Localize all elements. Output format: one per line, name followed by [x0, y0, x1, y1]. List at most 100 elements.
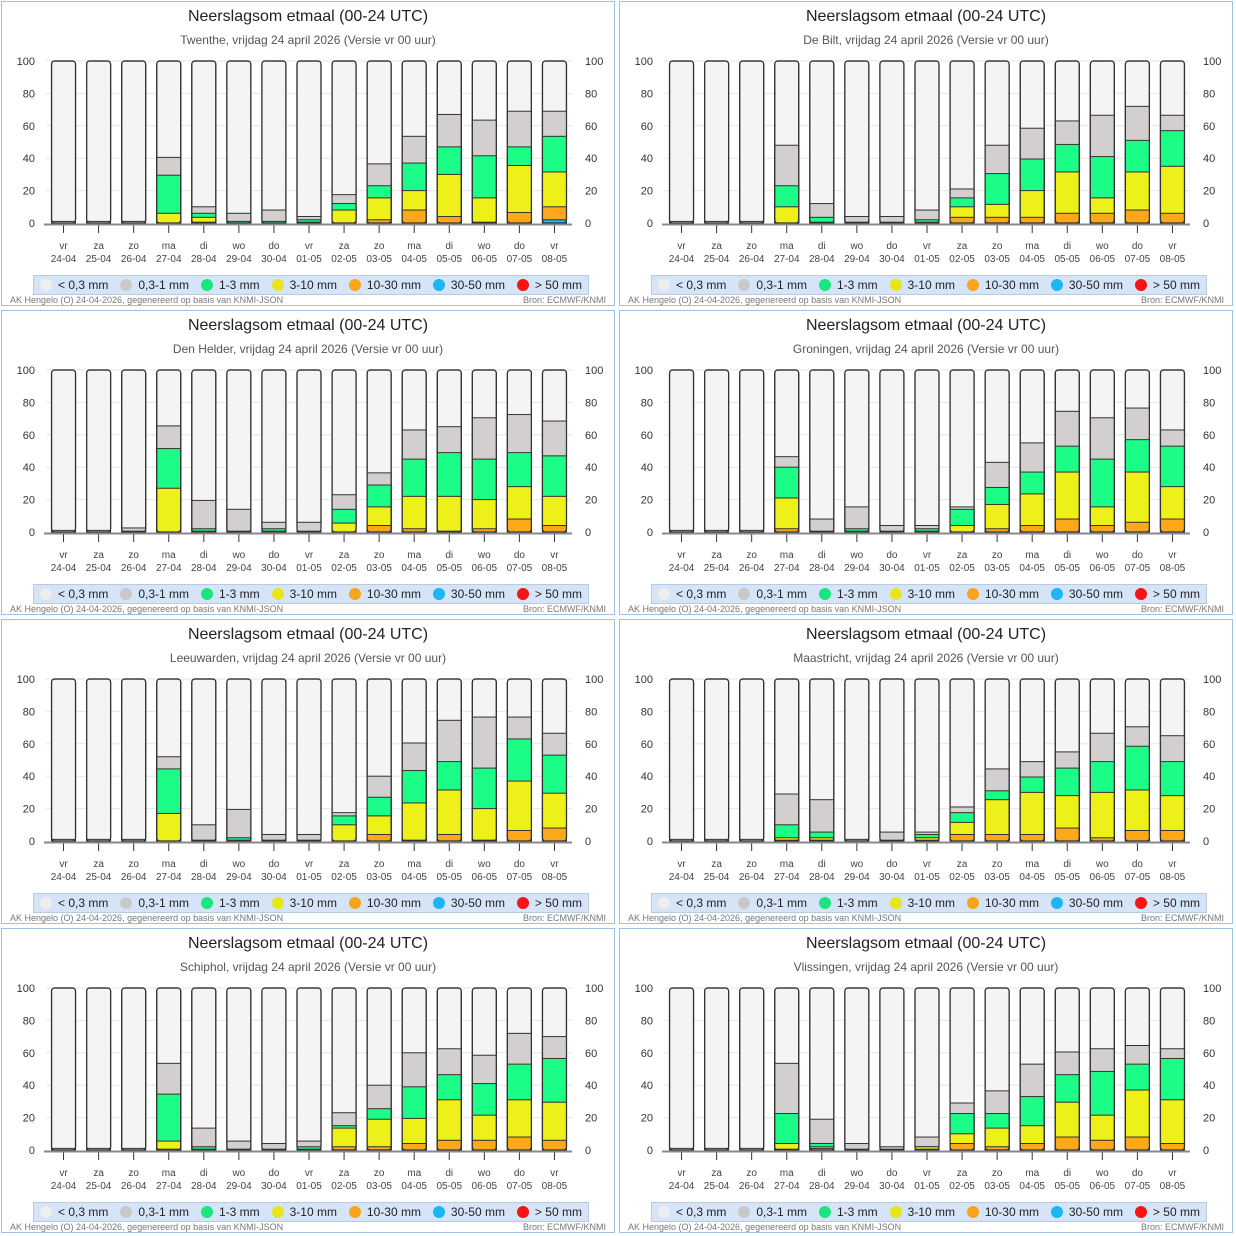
- x-tick-label-day: vr: [677, 550, 686, 561]
- legend-item[interactable]: 1-3 mm: [818, 278, 878, 292]
- legend-item[interactable]: 10-30 mm: [966, 587, 1039, 601]
- legend-item[interactable]: 0,3-1 mm: [120, 587, 189, 601]
- y-tick-label-right: 100: [1203, 674, 1221, 686]
- legend-item[interactable]: 30-50 mm: [432, 278, 505, 292]
- legend-item[interactable]: 3-10 mm: [889, 587, 955, 601]
- x-tick-label-date: 02-05: [949, 872, 975, 883]
- legend-item[interactable]: < 0,3 mm: [39, 1205, 108, 1219]
- legend-item[interactable]: 3-10 mm: [271, 896, 337, 910]
- legend-item[interactable]: 10-30 mm: [966, 1205, 1039, 1219]
- x-tick-label-date: 27-04: [774, 254, 800, 265]
- legend-item[interactable]: 30-50 mm: [432, 896, 505, 910]
- x-tick-label-day: ma: [1025, 241, 1039, 252]
- stacked-bar: [366, 678, 392, 842]
- legend-item[interactable]: 10-30 mm: [348, 1205, 421, 1219]
- legend-item[interactable]: 1-3 mm: [818, 1205, 878, 1219]
- legend-item[interactable]: 0,3-1 mm: [120, 896, 189, 910]
- legend-item[interactable]: 30-50 mm: [1050, 587, 1123, 601]
- bar-outline: [366, 987, 392, 1151]
- legend-item[interactable]: > 50 mm: [1134, 1205, 1200, 1219]
- y-tick-label-left: 100: [17, 56, 35, 68]
- legend-label: 1-3 mm: [218, 896, 260, 910]
- x-tick-label-day: vr: [305, 1168, 314, 1179]
- stacked-bar: [50, 678, 77, 842]
- legend-item[interactable]: > 50 mm: [1134, 896, 1200, 910]
- legend-swatch-icon: [516, 897, 529, 909]
- legend-item[interactable]: 0,3-1 mm: [738, 1205, 807, 1219]
- legend-item[interactable]: 0,3-1 mm: [120, 278, 189, 292]
- legend-item[interactable]: > 50 mm: [516, 587, 582, 601]
- bar-outline: [809, 369, 835, 533]
- legend-item[interactable]: 3-10 mm: [889, 896, 955, 910]
- legend-item[interactable]: 0,3-1 mm: [738, 587, 807, 601]
- bar-outline: [739, 987, 765, 1151]
- bar-segment-lt-0-3mm: [739, 987, 765, 1151]
- legend-item[interactable]: 30-50 mm: [432, 1205, 505, 1219]
- legend-item[interactable]: < 0,3 mm: [39, 587, 108, 601]
- legend-item[interactable]: 1-3 mm: [200, 896, 260, 910]
- legend-item[interactable]: < 0,3 mm: [657, 896, 726, 910]
- stacked-bar: [506, 987, 532, 1151]
- x-tick-label-day: do: [268, 1168, 280, 1179]
- legend-item[interactable]: > 50 mm: [516, 896, 582, 910]
- legend-item[interactable]: > 50 mm: [1134, 278, 1200, 292]
- legend-item[interactable]: 1-3 mm: [818, 587, 878, 601]
- legend-item[interactable]: 10-30 mm: [966, 896, 1039, 910]
- legend-item[interactable]: 0,3-1 mm: [738, 278, 807, 292]
- legend-label: > 50 mm: [534, 587, 582, 601]
- x-tick-label-day: zo: [128, 1168, 139, 1179]
- x-tick-label-day: do: [1132, 241, 1144, 252]
- x-tick-label-day: wo: [231, 859, 245, 870]
- y-tick-label-left: 80: [641, 88, 653, 100]
- legend-item[interactable]: > 50 mm: [516, 1205, 582, 1219]
- legend-label: 3-10 mm: [289, 1205, 337, 1219]
- x-tick-label-date: 28-04: [191, 254, 217, 265]
- legend-item[interactable]: 3-10 mm: [271, 1205, 337, 1219]
- bar-outline: [541, 369, 568, 533]
- legend-item[interactable]: 30-50 mm: [432, 587, 505, 601]
- legend-item[interactable]: 1-3 mm: [818, 896, 878, 910]
- stacked-bar: [984, 678, 1010, 842]
- legend-item[interactable]: 0,3-1 mm: [120, 1205, 189, 1219]
- legend-item[interactable]: 10-30 mm: [348, 587, 421, 601]
- legend-item[interactable]: 1-3 mm: [200, 587, 260, 601]
- legend-item[interactable]: < 0,3 mm: [39, 896, 108, 910]
- bar-segment-10-30mm: [1089, 212, 1115, 224]
- bar-outline: [879, 60, 905, 224]
- legend-item[interactable]: 3-10 mm: [271, 587, 337, 601]
- legend-item[interactable]: 10-30 mm: [348, 278, 421, 292]
- legend-label: 30-50 mm: [450, 1205, 505, 1219]
- bar-outline: [436, 987, 462, 1151]
- legend-item[interactable]: 30-50 mm: [1050, 1205, 1123, 1219]
- x-tick-label-day: do: [514, 1168, 526, 1179]
- legend-label: 1-3 mm: [218, 278, 260, 292]
- x-tick-label-day: do: [268, 859, 280, 870]
- legend-item[interactable]: 0,3-1 mm: [738, 896, 807, 910]
- legend-item[interactable]: 3-10 mm: [889, 1205, 955, 1219]
- legend-item[interactable]: > 50 mm: [516, 278, 582, 292]
- legend-item[interactable]: 3-10 mm: [889, 278, 955, 292]
- legend-item[interactable]: > 50 mm: [1134, 587, 1200, 601]
- x-tick-label-day: wo: [849, 550, 863, 561]
- legend-item[interactable]: 10-30 mm: [348, 896, 421, 910]
- legend-item[interactable]: 30-50 mm: [1050, 896, 1123, 910]
- legend-item[interactable]: 10-30 mm: [966, 278, 1039, 292]
- x-tick-label-day: di: [200, 1168, 208, 1179]
- legend-item[interactable]: < 0,3 mm: [657, 1205, 726, 1219]
- y-tick-label-left: 60: [23, 430, 35, 442]
- legend-item[interactable]: 1-3 mm: [200, 278, 260, 292]
- legend-item[interactable]: 3-10 mm: [271, 278, 337, 292]
- stacked-bar: [1089, 987, 1115, 1151]
- stacked-bar: [668, 987, 695, 1151]
- legend-item[interactable]: 1-3 mm: [200, 1205, 260, 1219]
- y-tick-label-right: 60: [585, 1048, 597, 1060]
- legend-item[interactable]: < 0,3 mm: [657, 278, 726, 292]
- x-tick-label-day: zo: [746, 241, 757, 252]
- legend-item[interactable]: 30-50 mm: [1050, 278, 1123, 292]
- bar-outline: [844, 678, 870, 842]
- legend-item[interactable]: < 0,3 mm: [657, 587, 726, 601]
- x-tick-label-day: vr: [1168, 241, 1177, 252]
- x-tick-label-date: 05-05: [436, 254, 462, 265]
- bar-outline: [506, 369, 532, 533]
- legend-item[interactable]: < 0,3 mm: [39, 278, 108, 292]
